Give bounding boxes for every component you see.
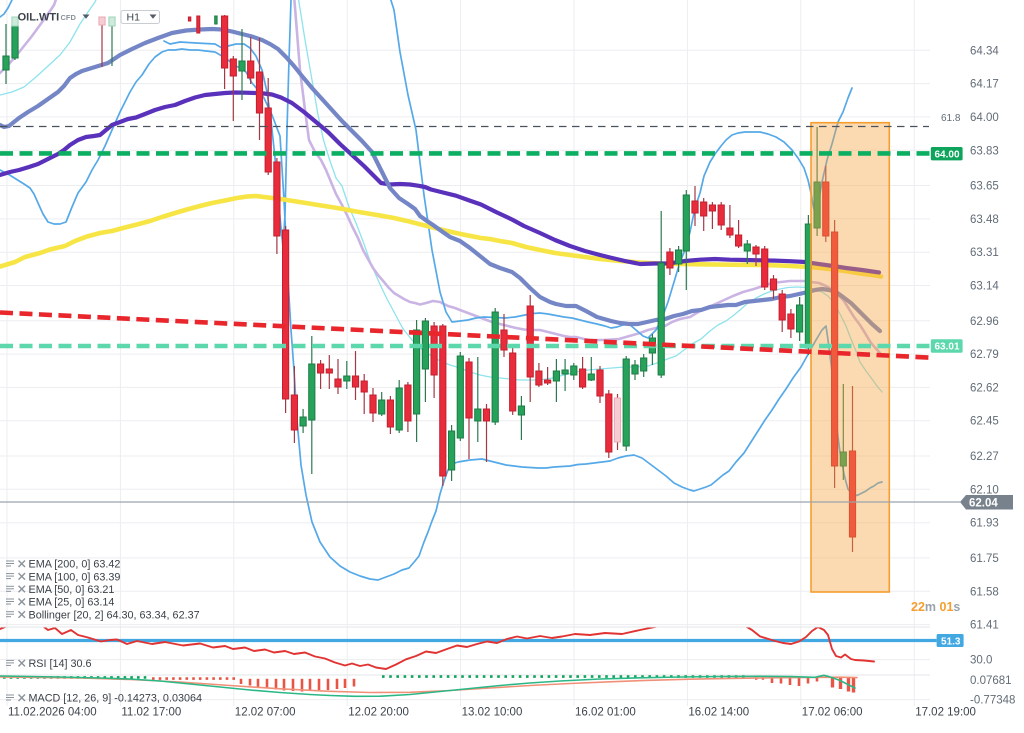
svg-text:-0.77348: -0.77348 <box>970 695 1015 707</box>
svg-text:17.02 19:00: 17.02 19:00 <box>915 707 976 719</box>
svg-text:63.14: 63.14 <box>970 281 999 293</box>
svg-text:63.31: 63.31 <box>970 247 999 259</box>
svg-text:62.79: 62.79 <box>970 349 999 361</box>
svg-text:11.02.2026 04:00: 11.02.2026 04:00 <box>8 707 97 719</box>
svg-text:61.93: 61.93 <box>970 518 999 530</box>
svg-text:51.3: 51.3 <box>941 636 961 647</box>
svg-text:OIL.WTI: OIL.WTI <box>18 12 60 24</box>
svg-text:16.02 14:00: 16.02 14:00 <box>688 707 749 719</box>
svg-text:13.02 10:00: 13.02 10:00 <box>462 707 523 719</box>
svg-text:64.00: 64.00 <box>935 149 960 160</box>
svg-text:62.27: 62.27 <box>970 451 999 463</box>
svg-text:EMA [25, 0] 63.14: EMA [25, 0] 63.14 <box>29 597 115 609</box>
svg-text:17.02 06:00: 17.02 06:00 <box>802 707 863 719</box>
svg-text:11.02 17:00: 11.02 17:00 <box>121 707 181 719</box>
svg-text:62.45: 62.45 <box>970 416 999 428</box>
svg-text:EMA [100, 0] 63.39: EMA [100, 0] 63.39 <box>29 571 121 583</box>
svg-text:64.00: 64.00 <box>970 112 999 124</box>
svg-text:22m 01s: 22m 01s <box>911 600 960 614</box>
svg-text:63.48: 63.48 <box>970 214 999 226</box>
svg-text:62.62: 62.62 <box>970 382 999 394</box>
svg-text:MACD [12, 26, 9] -0.14273, 0.: MACD [12, 26, 9] -0.14273, 0.03064 <box>29 693 202 705</box>
svg-text:30.0: 30.0 <box>970 655 992 667</box>
svg-text:62.10: 62.10 <box>970 484 999 496</box>
svg-text:61.75: 61.75 <box>970 553 999 565</box>
svg-text:CFD: CFD <box>61 13 77 22</box>
svg-text:63.01: 63.01 <box>935 342 960 353</box>
svg-text:16.02 01:00: 16.02 01:00 <box>575 707 636 719</box>
svg-text:H1: H1 <box>127 11 141 23</box>
svg-text:RSI [14] 30.6: RSI [14] 30.6 <box>29 658 92 670</box>
svg-text:62.96: 62.96 <box>970 316 999 328</box>
svg-text:61.41: 61.41 <box>970 620 999 632</box>
svg-text:63.83: 63.83 <box>970 145 999 157</box>
svg-text:61.58: 61.58 <box>970 586 999 598</box>
svg-text:0.07681: 0.07681 <box>970 675 1012 687</box>
svg-text:EMA [200, 0] 63.42: EMA [200, 0] 63.42 <box>29 559 121 571</box>
svg-text:64.34: 64.34 <box>970 45 999 57</box>
svg-text:12.02 20:00: 12.02 20:00 <box>348 707 409 719</box>
svg-text:61.8: 61.8 <box>941 113 961 124</box>
svg-text:64.17: 64.17 <box>970 79 999 91</box>
svg-text:12.02 07:00: 12.02 07:00 <box>235 707 296 719</box>
svg-text:EMA [50, 0] 63.21: EMA [50, 0] 63.21 <box>29 584 115 596</box>
svg-text:Bollinger [20, 2] 64.30, 63.: Bollinger [20, 2] 64.30, 63.34, 62.37 <box>29 609 200 621</box>
svg-text:62.04: 62.04 <box>969 498 998 510</box>
svg-text:63.65: 63.65 <box>970 181 999 193</box>
